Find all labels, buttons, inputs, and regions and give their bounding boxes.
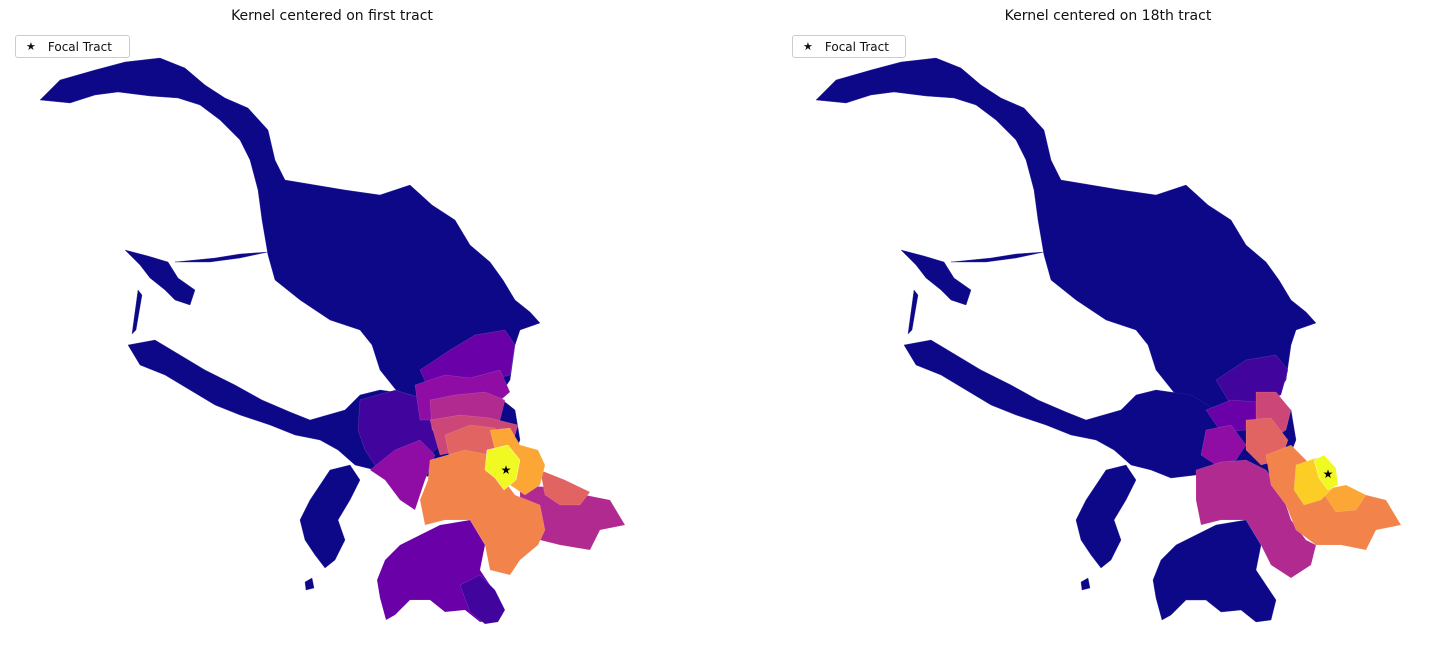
kernel-map-first-tract: ★ [39, 57, 626, 625]
panel-title: Kernel centered on first tract [231, 8, 433, 24]
city-base-shape [815, 57, 1317, 623]
legend-label: Focal Tract [824, 39, 889, 54]
focal-tract [1313, 454, 1339, 491]
legend-label: Focal Tract [47, 39, 112, 54]
focal-tract-legend-star: ★ [803, 40, 813, 53]
tract-ring-c6b [539, 469, 591, 506]
panel-title: Kernel centered on 18th tract [1004, 8, 1212, 24]
kernel-gradient-tracts [357, 329, 626, 625]
focal-tract-legend-star: ★ [26, 40, 36, 53]
map-panel-first-tract: Kernel centered on first tract [15, 8, 626, 625]
tract-ring-c4 [1195, 459, 1317, 579]
kernel-gradient-tracts [1195, 354, 1402, 579]
tract-ring-c8 [1320, 484, 1367, 513]
focal-tract-star: ★ [501, 463, 512, 477]
map-panel-18th-tract: Kernel centered on 18th tract ★ ★ F [776, 0, 1440, 664]
tract-ring-c3 [1200, 424, 1247, 466]
south-base-region [1152, 519, 1277, 623]
focal-tract [484, 444, 521, 491]
focal-tract-star: ★ [1323, 467, 1334, 481]
kernel-map-18th-tract: ★ [815, 57, 1402, 623]
tract-south-c1 [459, 574, 506, 625]
map-legend: ★ Focal Tract [15, 35, 130, 58]
map-legend: ★ Focal Tract [792, 35, 906, 58]
tract-ring-c3b [369, 439, 436, 511]
